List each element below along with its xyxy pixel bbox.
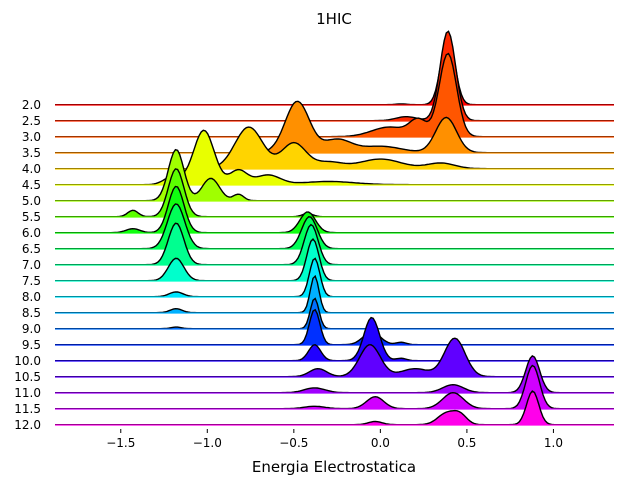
ridge-outline — [55, 148, 614, 202]
ridge-area — [55, 149, 614, 201]
ridge-area — [55, 309, 614, 345]
y-tick-label: 9.0 — [22, 322, 41, 336]
ridge-12.0 — [55, 390, 614, 426]
ridge-area — [55, 31, 614, 121]
ridge-4.0 — [55, 126, 614, 170]
y-tick-label: 10.0 — [14, 354, 41, 368]
ridge-outline — [55, 35, 614, 106]
ridge-area — [55, 204, 614, 249]
y-tick-label: 10.5 — [14, 370, 41, 384]
ridge-7.0 — [55, 222, 614, 266]
y-tick-label: 5.0 — [22, 194, 41, 208]
x-axis-label: Energia Electrostatica — [252, 458, 416, 476]
ridge-area — [55, 298, 614, 329]
ridge-4.5 — [55, 129, 614, 186]
ridge-outline — [55, 274, 614, 314]
ridge-outline — [55, 30, 614, 122]
y-tick-label: 6.5 — [22, 242, 41, 256]
ridge-outline — [55, 185, 614, 234]
ridge-outline — [55, 168, 614, 218]
ridge-area — [55, 239, 614, 281]
ridge-5.5 — [55, 168, 614, 218]
y-tick-label: 11.0 — [14, 386, 41, 400]
y-tick-label: 2.0 — [22, 98, 41, 112]
x-tick-label: −1.0 — [193, 436, 222, 450]
ridge-11.5 — [55, 364, 614, 410]
x-tick-label: 0.5 — [457, 436, 476, 450]
y-tick-label: 7.0 — [22, 258, 41, 272]
y-tick-label: 3.0 — [22, 130, 41, 144]
y-tick-labels: 2.0 2.5 3.0 3.5 4.0 4.5 5.0 5.5 6.0 6.5 7.0 7.5 8.0 8… — [14, 98, 41, 432]
ridge-3.5 — [55, 100, 614, 154]
ridge-outline — [55, 308, 614, 346]
ridge-5.0 — [55, 148, 614, 202]
ridge-2.5 — [55, 30, 614, 122]
ridge-area — [55, 36, 614, 105]
ridge-9.5 — [55, 308, 614, 346]
y-tick-label: 7.5 — [22, 274, 41, 288]
ridge-area — [55, 168, 614, 217]
y-tick-label: 9.5 — [22, 338, 41, 352]
y-tick-label: 8.5 — [22, 306, 41, 320]
ridge-7.5 — [55, 238, 614, 282]
x-tick-label: −0.5 — [279, 436, 308, 450]
y-tick-label: 3.5 — [22, 146, 41, 160]
y-tick-label: 4.0 — [22, 162, 41, 176]
ridge-area — [55, 186, 614, 233]
ridge-outline — [55, 52, 614, 138]
x-axis: −1.5 −1.0 −0.5 0.0 0.5 1.0 — [106, 429, 563, 450]
ridge-area — [55, 317, 614, 361]
ridge-area — [55, 53, 614, 137]
ridge-3.0 — [55, 52, 614, 138]
y-tick-label: 11.5 — [14, 402, 41, 416]
y-tick-label: 6.0 — [22, 226, 41, 240]
ridge-2.0 — [55, 35, 614, 106]
ridges-group — [55, 30, 614, 426]
ridge-outline — [55, 203, 614, 250]
ridge-10.5 — [55, 337, 614, 378]
ridge-9.0 — [55, 297, 614, 330]
chart-title: 1HIC — [316, 10, 352, 28]
y-tick-label: 2.5 — [22, 114, 41, 128]
ridge-8.5 — [55, 274, 614, 314]
y-tick-label: 4.5 — [22, 178, 41, 192]
y-tick-label: 8.0 — [22, 290, 41, 304]
ridge-10.0 — [55, 316, 614, 362]
y-tick-label: 5.5 — [22, 210, 41, 224]
x-tick-label: 1.0 — [544, 436, 563, 450]
ridge-outline — [55, 238, 614, 282]
ridge-area — [55, 101, 614, 153]
y-tick-label: 12.0 — [14, 418, 41, 432]
ridge-area — [55, 130, 614, 185]
ridge-6.0 — [55, 185, 614, 234]
ridge-6.5 — [55, 203, 614, 250]
ridge-outline — [55, 316, 614, 362]
ridge-11.0 — [55, 355, 614, 394]
ridge-8.0 — [55, 257, 614, 298]
x-tick-label: −1.5 — [106, 436, 135, 450]
ridge-area — [55, 276, 614, 313]
x-tick-label: 0.0 — [371, 436, 390, 450]
